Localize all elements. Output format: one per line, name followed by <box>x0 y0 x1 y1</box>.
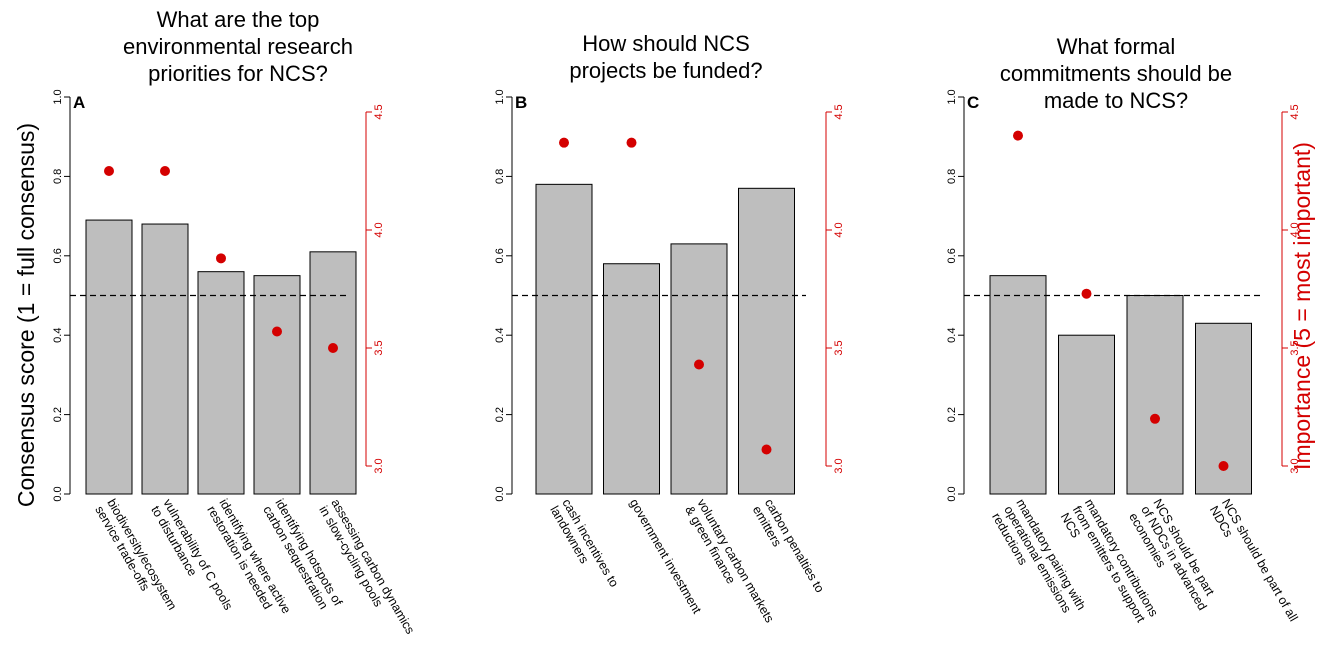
right-tick-label: 3.5 <box>1289 340 1301 355</box>
left-tick-label: 0.4 <box>946 328 958 343</box>
right-tick-label: 3.5 <box>373 340 385 355</box>
right-tick-label: 4.0 <box>373 222 385 237</box>
left-tick-label: 1.0 <box>494 89 506 104</box>
consensus-bar <box>989 275 1047 495</box>
panel-title-line: projects be funded? <box>569 58 762 83</box>
panel-title-line: environmental research <box>123 34 353 59</box>
importance-point <box>1081 288 1092 299</box>
consensus-bar <box>141 223 189 495</box>
category-label-line: assessing carbon dynamics <box>328 497 417 637</box>
left-tick-label: 1.0 <box>946 89 958 104</box>
importance-point <box>328 343 338 353</box>
category-label: assessing carbon dynamicsin slow-cycling… <box>316 497 417 644</box>
right-tick-label: 3.0 <box>833 458 845 473</box>
importance-point <box>694 359 704 370</box>
importance-point <box>272 326 282 337</box>
right-tick-label: 3.5 <box>833 340 845 355</box>
left-tick-label: 0.6 <box>52 248 64 263</box>
left-tick-label: 0.8 <box>946 169 958 184</box>
left-axis-label: Consensus score (1 = full consensus) <box>13 123 39 507</box>
importance-point <box>160 166 170 176</box>
left-tick-label: 0.2 <box>946 407 958 422</box>
right-tick-label: 4.5 <box>1289 104 1301 119</box>
panel-letter: B <box>515 93 527 112</box>
left-tick-label: 0.0 <box>946 486 958 501</box>
consensus-bar <box>738 187 795 495</box>
right-tick-label: 4.5 <box>833 104 845 119</box>
consensus-bar <box>535 183 593 495</box>
right-axis-label: Importance (5 = most important) <box>1289 142 1315 470</box>
left-tick-label: 0.0 <box>494 486 506 501</box>
consensus-bar <box>85 219 133 495</box>
importance-point <box>104 166 114 176</box>
left-tick-label: 0.2 <box>494 407 506 422</box>
panel-letter: A <box>73 93 85 112</box>
right-tick-label: 3.0 <box>373 458 385 473</box>
left-tick-label: 0.6 <box>494 248 506 263</box>
panel-title-line: What formal <box>1057 34 1176 59</box>
importance-point <box>1150 413 1160 424</box>
left-tick-label: 0.2 <box>52 407 64 422</box>
category-label: cash incentives tolandowners <box>547 497 621 597</box>
consensus-bar <box>1058 334 1115 495</box>
left-tick-label: 0.0 <box>52 486 64 501</box>
panel-letter: C <box>967 93 979 112</box>
right-tick-label: 4.0 <box>1289 222 1301 237</box>
right-tick-label: 3.0 <box>1289 458 1301 473</box>
panel-title-line: What are the top <box>157 7 320 32</box>
left-tick-label: 0.6 <box>946 248 958 263</box>
panel-title-line: made to NCS? <box>1044 88 1188 113</box>
importance-point <box>1013 130 1023 141</box>
consensus-bar <box>1126 295 1184 495</box>
left-tick-label: 0.8 <box>52 169 64 184</box>
left-tick-label: 0.4 <box>494 328 506 343</box>
category-label: carbon penalties toemitters <box>750 497 827 603</box>
panel-title-line: How should NCS <box>582 31 750 56</box>
right-tick-label: 4.5 <box>373 104 385 119</box>
left-tick-label: 0.4 <box>52 328 64 343</box>
importance-point <box>761 444 772 455</box>
importance-point <box>1218 461 1229 471</box>
consensus-bar <box>197 271 245 495</box>
panel-title-line: commitments should be <box>1000 61 1232 86</box>
right-tick-label: 4.0 <box>833 222 845 237</box>
consensus-bar <box>309 251 357 495</box>
consensus-bar <box>603 263 660 495</box>
panel-title-line: priorities for NCS? <box>148 61 328 86</box>
category-label: NCS should be part of allNDCs <box>1207 497 1301 631</box>
importance-point <box>559 137 569 148</box>
category-label-line: NCS should be part of all <box>1219 497 1301 624</box>
importance-point <box>626 137 637 148</box>
importance-point <box>216 253 226 264</box>
left-tick-label: 1.0 <box>52 89 64 104</box>
left-tick-label: 0.8 <box>494 169 506 184</box>
consensus-bar <box>253 275 301 495</box>
